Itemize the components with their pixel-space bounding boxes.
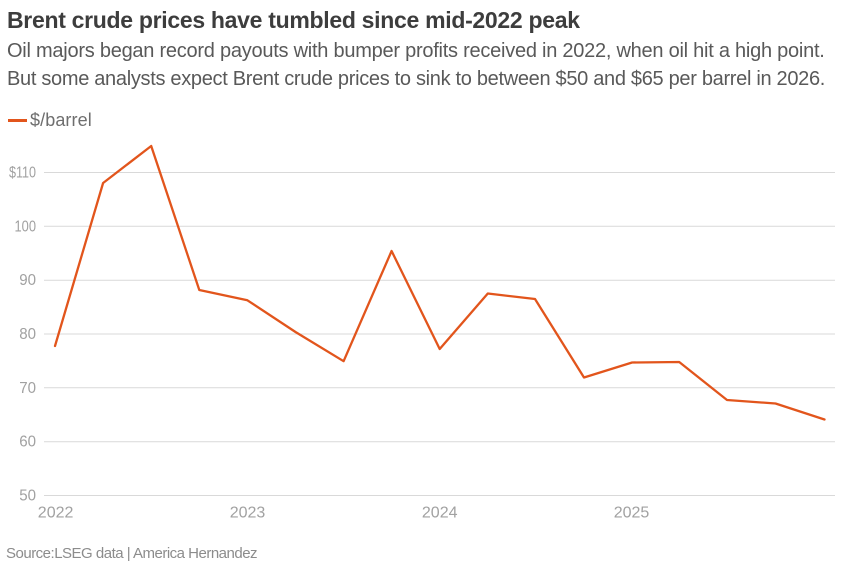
svg-text:90: 90 bbox=[19, 272, 36, 289]
svg-text:60: 60 bbox=[19, 434, 36, 451]
svg-text:100: 100 bbox=[15, 218, 37, 235]
svg-text:50: 50 bbox=[19, 488, 36, 505]
svg-text:2022: 2022 bbox=[38, 504, 74, 521]
svg-text:2025: 2025 bbox=[614, 504, 650, 521]
svg-text:70: 70 bbox=[19, 380, 36, 397]
svg-text:2024: 2024 bbox=[422, 504, 458, 521]
svg-text:80: 80 bbox=[19, 326, 36, 343]
svg-text:$110: $110 bbox=[9, 165, 36, 182]
svg-text:2023: 2023 bbox=[230, 504, 266, 521]
